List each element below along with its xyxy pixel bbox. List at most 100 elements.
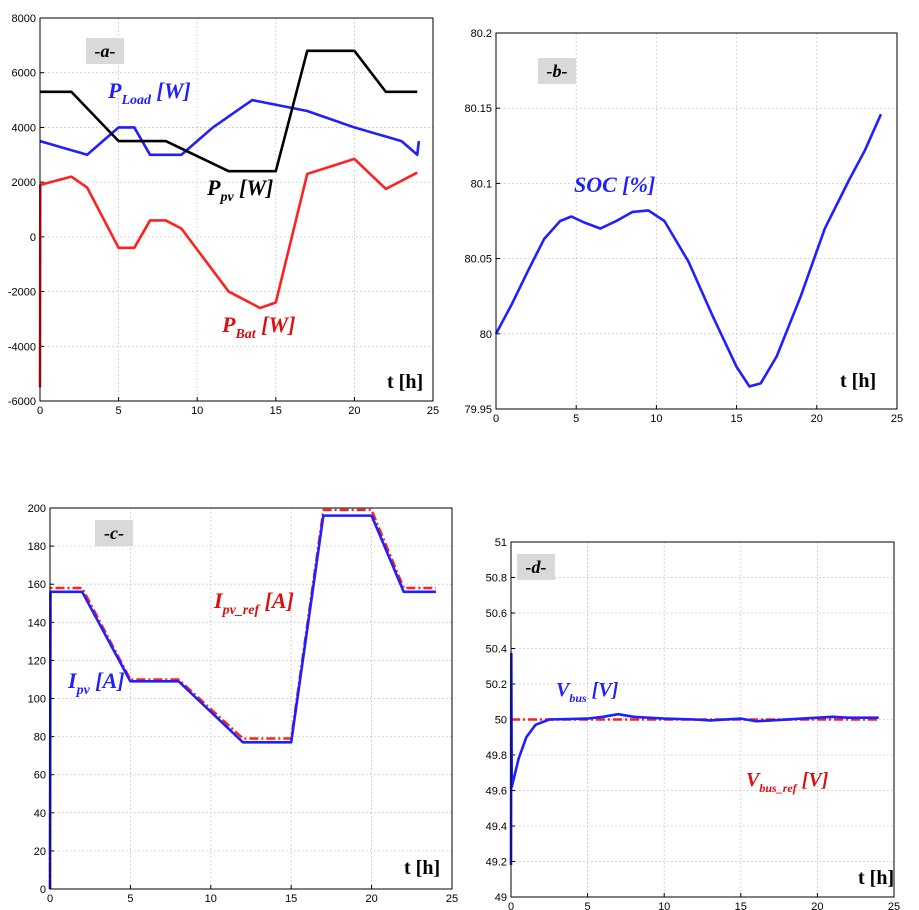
x-tick-label: 25 (427, 405, 439, 417)
x-axis-label: t [h] (404, 857, 440, 879)
x-tick-label: 20 (811, 901, 823, 910)
annotation-subscript: Bat (234, 327, 256, 342)
series-annotation: PLoad [W] (107, 78, 191, 108)
x-tick-label: 25 (446, 893, 458, 905)
x-axis-label: t [h] (840, 370, 876, 392)
y-tick-label: -4000 (8, 341, 36, 353)
panel-3: 0 5 10 15 20 25 0 20 40 60 80 100 120 140 160 180 200 -c-… (28, 503, 458, 905)
series-line-soc (494, 113, 883, 388)
x-tick-label: 20 (348, 405, 360, 417)
series-annotation: Ipv_ref [A] (213, 588, 294, 618)
annotation-main: V (556, 679, 571, 701)
y-tick-label: -2000 (8, 287, 36, 299)
series-annotation: Vbus [V] (556, 679, 619, 705)
y-tick-label: 49.6 (486, 786, 507, 798)
panel-tag-box (517, 554, 555, 580)
y-tick-label: 120 (28, 655, 46, 667)
y-tick-label: 50.4 (486, 644, 507, 656)
x-tick-label: 0 (508, 901, 514, 910)
series-annotation: Vbus_ref [V] (746, 769, 829, 795)
x-tick-label: 15 (730, 413, 742, 425)
y-tick-label: 4000 (12, 122, 36, 134)
series-annotation: Ppv [W] (206, 175, 273, 205)
series-line-i-pv-a (48, 514, 436, 890)
x-axis-label: t [h] (387, 371, 423, 393)
y-tick-label: 80.05 (464, 254, 492, 266)
panel-4: 0 5 10 15 20 25 49 49.2 49.4 49.6 49.8 50 50.2 50.4 50… (486, 537, 901, 910)
y-tick-label: 49.8 (486, 750, 507, 762)
panel-2: 0 5 10 15 20 25 79.95 80 80.05 80.1 80.15 80.2 -b-t … (464, 28, 903, 425)
y-tick-label: 49.2 (486, 857, 507, 869)
y-tick-label: 50.6 (486, 608, 507, 620)
y-tick-label: 80.15 (464, 103, 492, 115)
x-tick-label: 25 (888, 901, 900, 910)
panel-tag-box (538, 58, 576, 84)
annotation-main: I (213, 588, 224, 613)
y-tick-label: 0 (40, 884, 46, 896)
annotation-unit: [W] (151, 78, 191, 103)
x-tick-label: 0 (37, 405, 43, 417)
annotation-subscript: pv (76, 683, 91, 698)
annotation-unit: [V] (797, 769, 829, 791)
plot-frame (510, 541, 895, 898)
x-tick-label: 5 (127, 893, 133, 905)
x-tick-label: 15 (735, 901, 747, 910)
x-tick-label: 15 (285, 893, 297, 905)
y-tick-label: 49 (495, 892, 507, 904)
annotation-main: P (107, 78, 122, 103)
plot-area (496, 33, 897, 409)
panel-tag-box (95, 520, 133, 546)
annotation-subscript: bus_ref (759, 781, 797, 795)
x-axis-label: t [h] (858, 867, 894, 889)
y-tick-label: 50.2 (486, 679, 507, 691)
annotation-unit: [W] (234, 175, 274, 200)
annotation-subscript: pv_ref (222, 603, 261, 618)
panel-tag: -b- (547, 61, 568, 81)
y-tick-label: 79.95 (464, 404, 492, 416)
panel-tag: -d- (526, 557, 547, 577)
annotation-unit: [V] (587, 679, 619, 701)
panel-tag-box (86, 38, 124, 64)
panel-tag: -c- (104, 523, 124, 543)
y-tick-label: 8000 (12, 13, 36, 25)
x-tick-label: 20 (811, 413, 823, 425)
series-line-p-bat-w (38, 157, 418, 388)
y-tick-label: 80.1 (471, 178, 492, 190)
annotation-subscript: bus (569, 691, 587, 705)
x-tick-label: 5 (116, 405, 122, 417)
x-tick-label: 5 (585, 901, 591, 910)
x-tick-label: 10 (191, 405, 203, 417)
plot-area (40, 18, 433, 401)
y-tick-label: 50.8 (486, 573, 507, 585)
y-tick-label: 20 (34, 846, 46, 858)
annotation-main: I (67, 668, 78, 693)
y-tick-label: 40 (34, 808, 46, 820)
annotation-subscript: pv (219, 190, 234, 205)
annotation-subscript: Load (120, 93, 152, 108)
y-tick-label: 140 (28, 617, 46, 629)
plot-frame (49, 507, 453, 890)
x-tick-label: 0 (493, 413, 499, 425)
annotation-unit: [A] (259, 588, 294, 613)
panel-tag: -a- (95, 41, 116, 61)
annotation-main: P (206, 175, 221, 200)
y-tick-label: 80 (480, 329, 492, 341)
y-tick-label: 6000 (12, 68, 36, 80)
series-line-p-pv-w (40, 49, 418, 173)
y-tick-label: 200 (28, 503, 46, 515)
annotation-main: SOC [%] (574, 172, 655, 197)
x-tick-label: 15 (270, 405, 282, 417)
x-tick-label: 10 (650, 413, 662, 425)
y-tick-label: 160 (28, 579, 46, 591)
plot-frame (39, 17, 434, 402)
x-tick-label: 20 (365, 893, 377, 905)
series-line-v-bus-v (509, 652, 879, 866)
y-tick-label: 0 (30, 232, 36, 244)
series-line-p-load-w (39, 98, 421, 157)
y-tick-label: 49.4 (486, 821, 507, 833)
x-tick-label: 0 (47, 893, 53, 905)
y-tick-label: 180 (28, 541, 46, 553)
series-annotation: SOC [%] (574, 172, 655, 197)
y-tick-label: 80 (34, 732, 46, 744)
